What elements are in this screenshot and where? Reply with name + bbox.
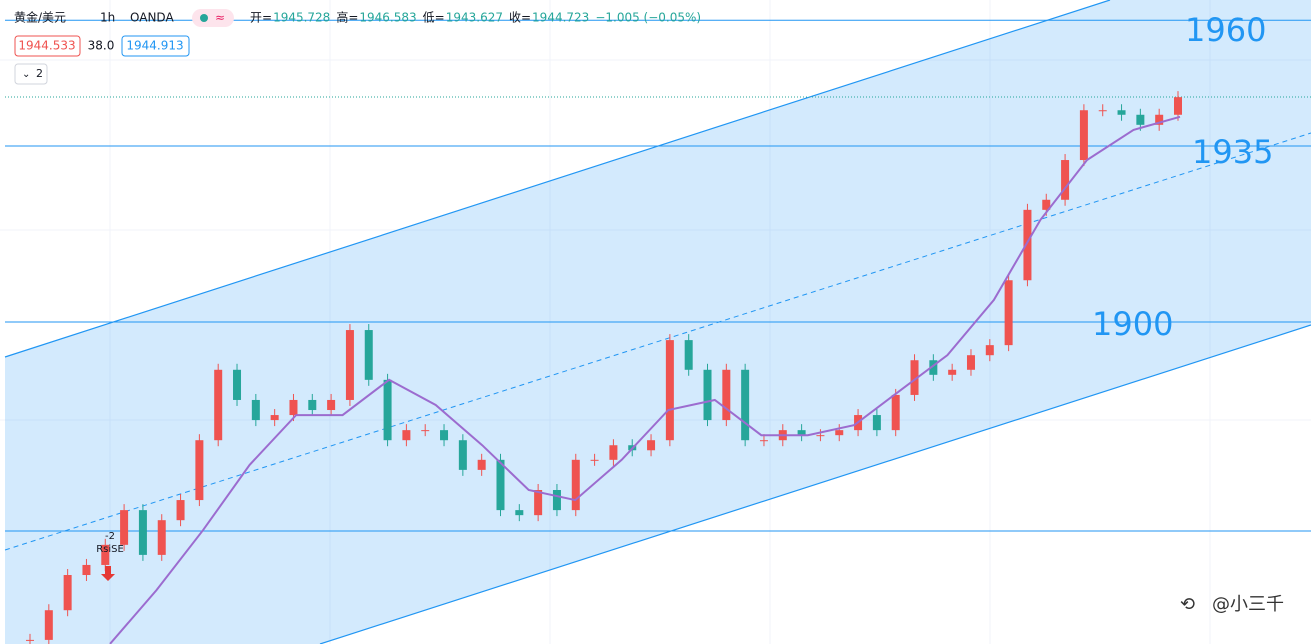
candle bbox=[590, 459, 599, 461]
ask: 1944.913 bbox=[126, 39, 183, 53]
ohlc-label: 低= bbox=[423, 11, 445, 25]
status-icon: ≈ bbox=[215, 11, 225, 25]
candle bbox=[157, 520, 166, 555]
candle bbox=[308, 399, 317, 411]
bid-box[interactable] bbox=[14, 35, 81, 57]
channel-upper bbox=[4, 0, 1111, 358]
candle bbox=[1023, 209, 1032, 281]
candle bbox=[327, 399, 336, 411]
ohlc-value: 1943.627 bbox=[446, 11, 503, 25]
candle bbox=[1136, 114, 1145, 125]
ohlc-label: 开= bbox=[250, 11, 272, 25]
candle bbox=[364, 330, 373, 380]
ohlc-label: 高= bbox=[336, 10, 358, 25]
candle bbox=[1061, 160, 1070, 200]
candle bbox=[966, 355, 975, 370]
candle bbox=[609, 445, 618, 460]
candle bbox=[872, 415, 881, 431]
channel-mid bbox=[4, 132, 1311, 551]
ohlc-label: 收= bbox=[509, 11, 531, 25]
source: OANDA bbox=[130, 11, 174, 25]
signal-label: RsiSE bbox=[96, 544, 124, 555]
candle bbox=[101, 544, 110, 565]
candle bbox=[571, 459, 580, 511]
ohlc-value: 1946.583 bbox=[359, 11, 416, 25]
candle bbox=[496, 459, 505, 511]
candle bbox=[44, 610, 53, 640]
candle bbox=[176, 500, 185, 521]
candle bbox=[1174, 97, 1182, 115]
interval: 1h bbox=[100, 11, 115, 25]
candle bbox=[759, 440, 768, 442]
candle bbox=[402, 430, 411, 441]
candle bbox=[345, 330, 354, 400]
collapse-arrow: ⌄ bbox=[22, 69, 30, 80]
candle bbox=[816, 435, 825, 437]
candle bbox=[797, 430, 806, 436]
candle bbox=[63, 575, 72, 611]
candle bbox=[82, 564, 91, 576]
moving-average bbox=[109, 115, 1181, 644]
signal-value: -2 bbox=[105, 531, 115, 542]
status-pill[interactable] bbox=[192, 9, 234, 27]
signal-arrow bbox=[101, 566, 115, 581]
candle bbox=[647, 440, 656, 451]
candle bbox=[515, 510, 524, 516]
candle bbox=[214, 369, 223, 441]
level-label: 1900 bbox=[1092, 305, 1173, 343]
candle bbox=[1079, 110, 1088, 161]
candle bbox=[1117, 110, 1126, 115]
candle bbox=[251, 399, 260, 421]
collapse-count: 2 bbox=[36, 67, 43, 80]
candle bbox=[665, 340, 674, 441]
ask-box[interactable] bbox=[121, 35, 190, 57]
candle bbox=[1155, 114, 1164, 125]
candle bbox=[440, 430, 449, 441]
candle bbox=[910, 360, 919, 395]
candle bbox=[684, 340, 693, 370]
candle bbox=[195, 440, 204, 501]
level-label: 1935 bbox=[1192, 133, 1273, 171]
candle bbox=[138, 510, 147, 555]
watermark: @小三千 bbox=[1212, 594, 1284, 615]
candle bbox=[891, 394, 900, 431]
candle bbox=[985, 345, 994, 356]
candle bbox=[270, 415, 279, 421]
level-label: 1960 bbox=[1185, 11, 1266, 49]
candle bbox=[552, 490, 561, 511]
ohlc-value: 1944.723 bbox=[532, 11, 589, 25]
candle bbox=[26, 639, 34, 641]
candle bbox=[458, 440, 467, 470]
candle bbox=[233, 369, 242, 400]
spread: 38.0 bbox=[88, 39, 115, 53]
candle bbox=[477, 459, 486, 470]
candle bbox=[741, 369, 750, 441]
symbol: 黄金/美元 bbox=[14, 10, 66, 25]
candle bbox=[703, 369, 712, 421]
candle bbox=[929, 360, 938, 375]
status-dot bbox=[200, 14, 208, 22]
candle bbox=[1042, 199, 1051, 210]
candle bbox=[1004, 280, 1013, 346]
candle bbox=[534, 490, 543, 516]
candle bbox=[383, 379, 392, 441]
channel-lower bbox=[319, 324, 1311, 644]
change: −1.005 (−0.05%) bbox=[595, 11, 701, 25]
candle bbox=[948, 369, 957, 375]
candle bbox=[421, 430, 430, 432]
collapse-button[interactable] bbox=[14, 63, 48, 85]
candle bbox=[722, 369, 731, 421]
candle bbox=[120, 510, 129, 545]
bid: 1944.533 bbox=[18, 39, 75, 53]
ohlc-value: 1945.728 bbox=[273, 11, 330, 25]
candle bbox=[1098, 110, 1107, 112]
candle bbox=[289, 399, 298, 416]
watermark-icon: ⟲ bbox=[1180, 594, 1195, 615]
candle bbox=[835, 430, 844, 436]
